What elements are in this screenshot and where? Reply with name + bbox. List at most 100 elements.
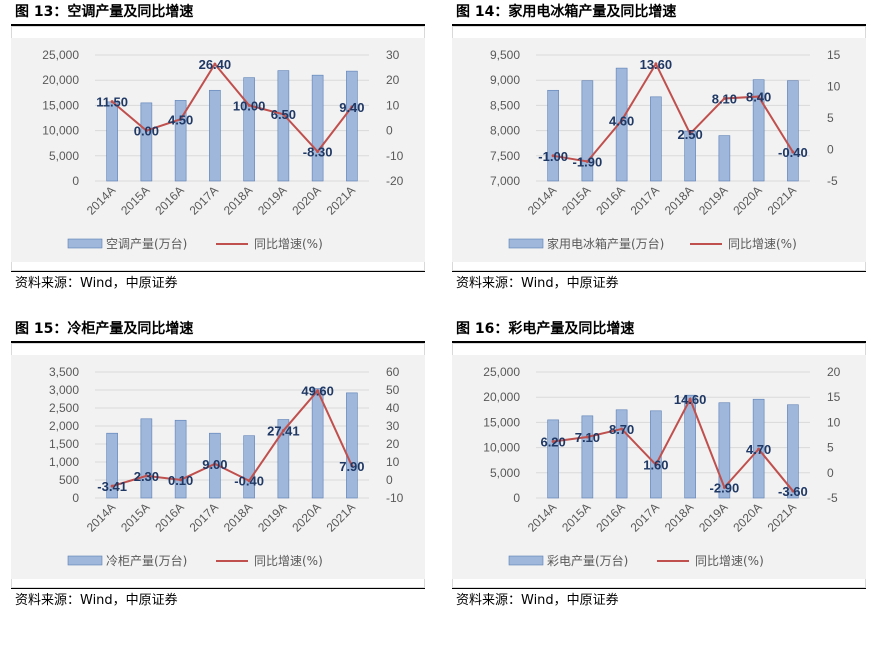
bar bbox=[615, 409, 628, 499]
title-rule bbox=[452, 341, 866, 343]
data-label: 8.40 bbox=[746, 90, 771, 105]
bar bbox=[752, 79, 765, 182]
legend-bar-label: 冷柜产量(万台) bbox=[106, 553, 187, 568]
line-point bbox=[688, 132, 692, 136]
line-point bbox=[654, 463, 658, 467]
legend-bar-swatch bbox=[67, 238, 103, 249]
bar bbox=[174, 100, 187, 182]
chart-title: 图 14：家用电冰箱产量及同比增速 bbox=[456, 4, 677, 20]
right-tick-label: 20 bbox=[827, 365, 841, 379]
chart-plot: 7,000 7,500 8,000 8,500 9,000 9,500 -5 0 5 10 15 20… bbox=[452, 26, 866, 271]
title-rule bbox=[11, 341, 425, 343]
legend-bar-swatch bbox=[508, 238, 544, 249]
bar bbox=[311, 388, 324, 499]
right-tick-label: 30 bbox=[386, 419, 400, 433]
legend-line-label: 同比增速(%) bbox=[695, 554, 764, 568]
bar bbox=[140, 418, 153, 499]
chart-plot: 0 5,000 10,000 15,000 20,000 25,000 -20 -10 0 10 2… bbox=[11, 26, 425, 271]
data-label: 7.10 bbox=[575, 430, 600, 445]
data-label: -0.40 bbox=[778, 145, 808, 160]
right-tick-label: -10 bbox=[386, 149, 404, 163]
growth-line bbox=[552, 396, 794, 492]
data-label: -0.40 bbox=[234, 474, 264, 489]
line-point bbox=[316, 150, 320, 154]
left-tick-label: 7,000 bbox=[490, 174, 520, 188]
bar bbox=[581, 80, 594, 182]
chart-svg: 7,0007,5008,0008,5009,0009,500-505101520… bbox=[452, 26, 866, 271]
left-tick-label: 10,000 bbox=[483, 441, 520, 455]
line-point bbox=[791, 489, 795, 493]
bar bbox=[787, 404, 799, 499]
bar bbox=[684, 394, 696, 499]
legend-bar-label: 彩电产量(万台) bbox=[547, 553, 628, 568]
growth-line bbox=[111, 388, 353, 488]
bar bbox=[650, 410, 662, 499]
data-label: 10.00 bbox=[233, 98, 266, 113]
data-label: 4.50 bbox=[168, 112, 193, 127]
left-tick-label: 1,000 bbox=[49, 455, 79, 469]
bar bbox=[277, 70, 290, 182]
left-tick-label: 3,500 bbox=[49, 365, 79, 379]
growth-line bbox=[552, 61, 794, 163]
line-point bbox=[144, 129, 148, 133]
chart-panel-1: 图 13：空调产量及同比增速 0 5,000 10,000 15,000 20,000 2… bbox=[11, 0, 425, 296]
bar bbox=[243, 77, 255, 182]
right-tick-label: 40 bbox=[386, 401, 400, 415]
right-tick-label: 5 bbox=[827, 441, 834, 455]
source-note: 资料来源：Wind，中原证券 bbox=[15, 276, 178, 291]
left-tick-label: 0 bbox=[513, 491, 520, 505]
legend: 冷柜产量(万台) 同比增速(%) bbox=[67, 553, 323, 568]
data-label: 9.00 bbox=[202, 457, 227, 472]
source-note: 资料来源：Wind，中原证券 bbox=[456, 593, 619, 608]
legend-bar-swatch bbox=[508, 555, 544, 566]
line-point bbox=[179, 478, 183, 482]
right-tick-label: -20 bbox=[386, 174, 404, 188]
left-tick-label: 8,500 bbox=[490, 98, 520, 112]
line-point bbox=[722, 485, 726, 489]
data-label: 14.60 bbox=[674, 392, 707, 407]
data-label: 49.60 bbox=[301, 384, 334, 399]
left-tick-label: 8,000 bbox=[490, 124, 520, 138]
title-rule bbox=[11, 24, 425, 26]
bar bbox=[243, 435, 255, 499]
left-tick-label: 7,500 bbox=[490, 149, 520, 163]
left-tick-label: 0 bbox=[72, 174, 79, 188]
left-tick-label: 3,000 bbox=[49, 383, 79, 397]
right-tick-label: 60 bbox=[386, 365, 400, 379]
right-tick-label: 10 bbox=[386, 98, 400, 112]
left-tick-label: 2,500 bbox=[49, 401, 79, 415]
bar bbox=[174, 419, 187, 499]
line-point bbox=[281, 429, 285, 433]
right-tick-label: 0 bbox=[827, 466, 834, 480]
bar bbox=[346, 70, 358, 182]
line-point bbox=[757, 95, 761, 99]
growth-line bbox=[111, 62, 353, 154]
bar bbox=[787, 80, 799, 182]
line-point bbox=[551, 154, 555, 158]
chart-plot: 0 5,000 10,000 15,000 20,000 25,000 -5 0 5 10 15 20… bbox=[452, 343, 866, 588]
right-tick-label: -10 bbox=[386, 491, 404, 505]
source-note: 资料来源：Wind，中原证券 bbox=[456, 276, 619, 291]
left-tick-label: 5,000 bbox=[49, 149, 79, 163]
bar bbox=[140, 102, 153, 182]
data-label: -2.90 bbox=[710, 480, 740, 495]
legend: 彩电产量(万台) 同比增速(%) bbox=[508, 553, 764, 568]
bar bbox=[650, 96, 662, 182]
legend-line-label: 同比增速(%) bbox=[254, 554, 323, 568]
source-rule bbox=[452, 271, 866, 272]
line-point bbox=[144, 474, 148, 478]
data-label: -1.90 bbox=[573, 154, 603, 169]
chart-panel-2: 图 14：家用电冰箱产量及同比增速 7,000 7,500 8,000 8,500 9,… bbox=[452, 0, 866, 296]
data-label: -3.60 bbox=[778, 484, 808, 499]
line-point bbox=[213, 62, 217, 66]
line-point bbox=[110, 100, 114, 104]
right-tick-label: 0 bbox=[386, 124, 393, 138]
left-tick-label: 2,000 bbox=[49, 419, 79, 433]
line-point bbox=[654, 62, 658, 66]
line-point bbox=[316, 389, 320, 393]
line-point bbox=[585, 435, 589, 439]
data-label: 11.50 bbox=[96, 95, 128, 110]
data-label: 6.50 bbox=[271, 107, 296, 122]
left-tick-label: 9,000 bbox=[490, 73, 520, 87]
line-point bbox=[110, 484, 114, 488]
